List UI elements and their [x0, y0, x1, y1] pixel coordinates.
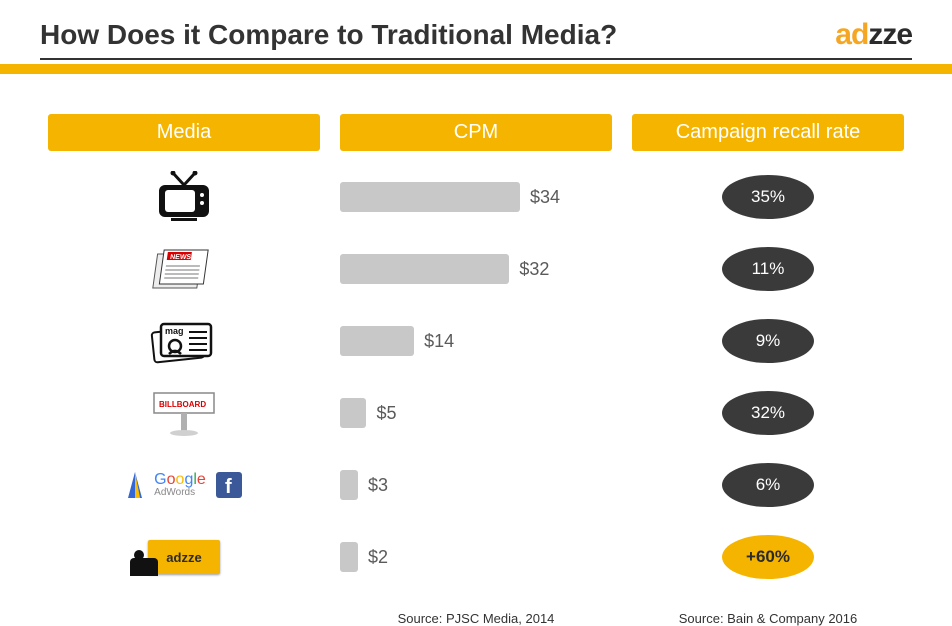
title-divider [40, 58, 912, 60]
bar-label: $2 [368, 547, 388, 568]
accent-bar [0, 64, 952, 74]
recall-pill: 9% [722, 319, 814, 363]
adwords-label: AdWords [154, 488, 206, 498]
bar [340, 542, 358, 572]
recall-tv: 35% [632, 171, 904, 223]
page-title: How Does it Compare to Traditional Media… [40, 19, 617, 51]
billboard-text: BILLBOARD [159, 400, 206, 409]
bar [340, 326, 414, 356]
tv-icon [48, 171, 320, 223]
recall-billboard: 32% [632, 387, 904, 439]
recall-column: Campaign recall rate 35%11%9%32%6%+60% S… [632, 114, 904, 626]
adzze-card-label: adzze [148, 540, 220, 574]
recall-pill: 6% [722, 463, 814, 507]
cpm-header: CPM [340, 114, 612, 151]
recall-adzze: +60% [632, 531, 904, 583]
cpm-bar-magazine: $14 [340, 315, 612, 367]
cpm-bar-adzze: $2 [340, 531, 612, 583]
bar [340, 470, 358, 500]
bar [340, 398, 366, 428]
recall-pill: 11% [722, 247, 814, 291]
billboard-icon: BILLBOARD [48, 387, 320, 439]
bar-label: $14 [424, 331, 454, 352]
newspaper-icon: NEWS [48, 243, 320, 295]
bar-label: $34 [530, 187, 560, 208]
svg-text:mag: mag [165, 326, 184, 336]
bar-label: $32 [519, 259, 549, 280]
cpm-bar-adwords-fb: $3 [340, 459, 612, 511]
cpm-bar-billboard: $5 [340, 387, 612, 439]
logo-part1: ad [835, 18, 868, 51]
logo-part2: zze [868, 18, 912, 51]
cpm-bar-tv: $34 [340, 171, 612, 223]
recall-header: Campaign recall rate [632, 114, 904, 151]
cpm-rows: $34 $32 $14 $5 $3 $2 [340, 171, 612, 583]
recall-pill: 32% [722, 391, 814, 435]
recall-pill: 35% [722, 175, 814, 219]
magazine-icon: mag [48, 315, 320, 367]
bar [340, 254, 509, 284]
bar [340, 182, 520, 212]
media-header: Media [48, 114, 320, 151]
brand-logo: adzze [835, 18, 912, 52]
svg-text:f: f [225, 476, 232, 498]
recall-rows: 35% 11% 9% 32% 6% +60% [632, 171, 904, 583]
header: How Does it Compare to Traditional Media… [0, 0, 952, 52]
media-column: Media NEWS [48, 114, 320, 626]
cpm-column: CPM $34$32$14$5$3$2 Source: PJSC Media, … [340, 114, 612, 626]
recall-adwords-fb: 6% [632, 459, 904, 511]
adzze-icon: adzze [48, 531, 320, 583]
recall-newspaper: 11% [632, 243, 904, 295]
recall-magazine: 9% [632, 315, 904, 367]
recall-pill: +60% [722, 535, 814, 579]
adwords-facebook-icon: Google AdWords f [48, 459, 320, 511]
cpm-bar-newspaper: $32 [340, 243, 612, 295]
media-rows: NEWS mag [48, 171, 320, 583]
news-banner: NEWS [170, 254, 192, 261]
bar-label: $3 [368, 475, 388, 496]
content-grid: Media NEWS [0, 74, 952, 626]
bar-label: $5 [376, 403, 396, 424]
